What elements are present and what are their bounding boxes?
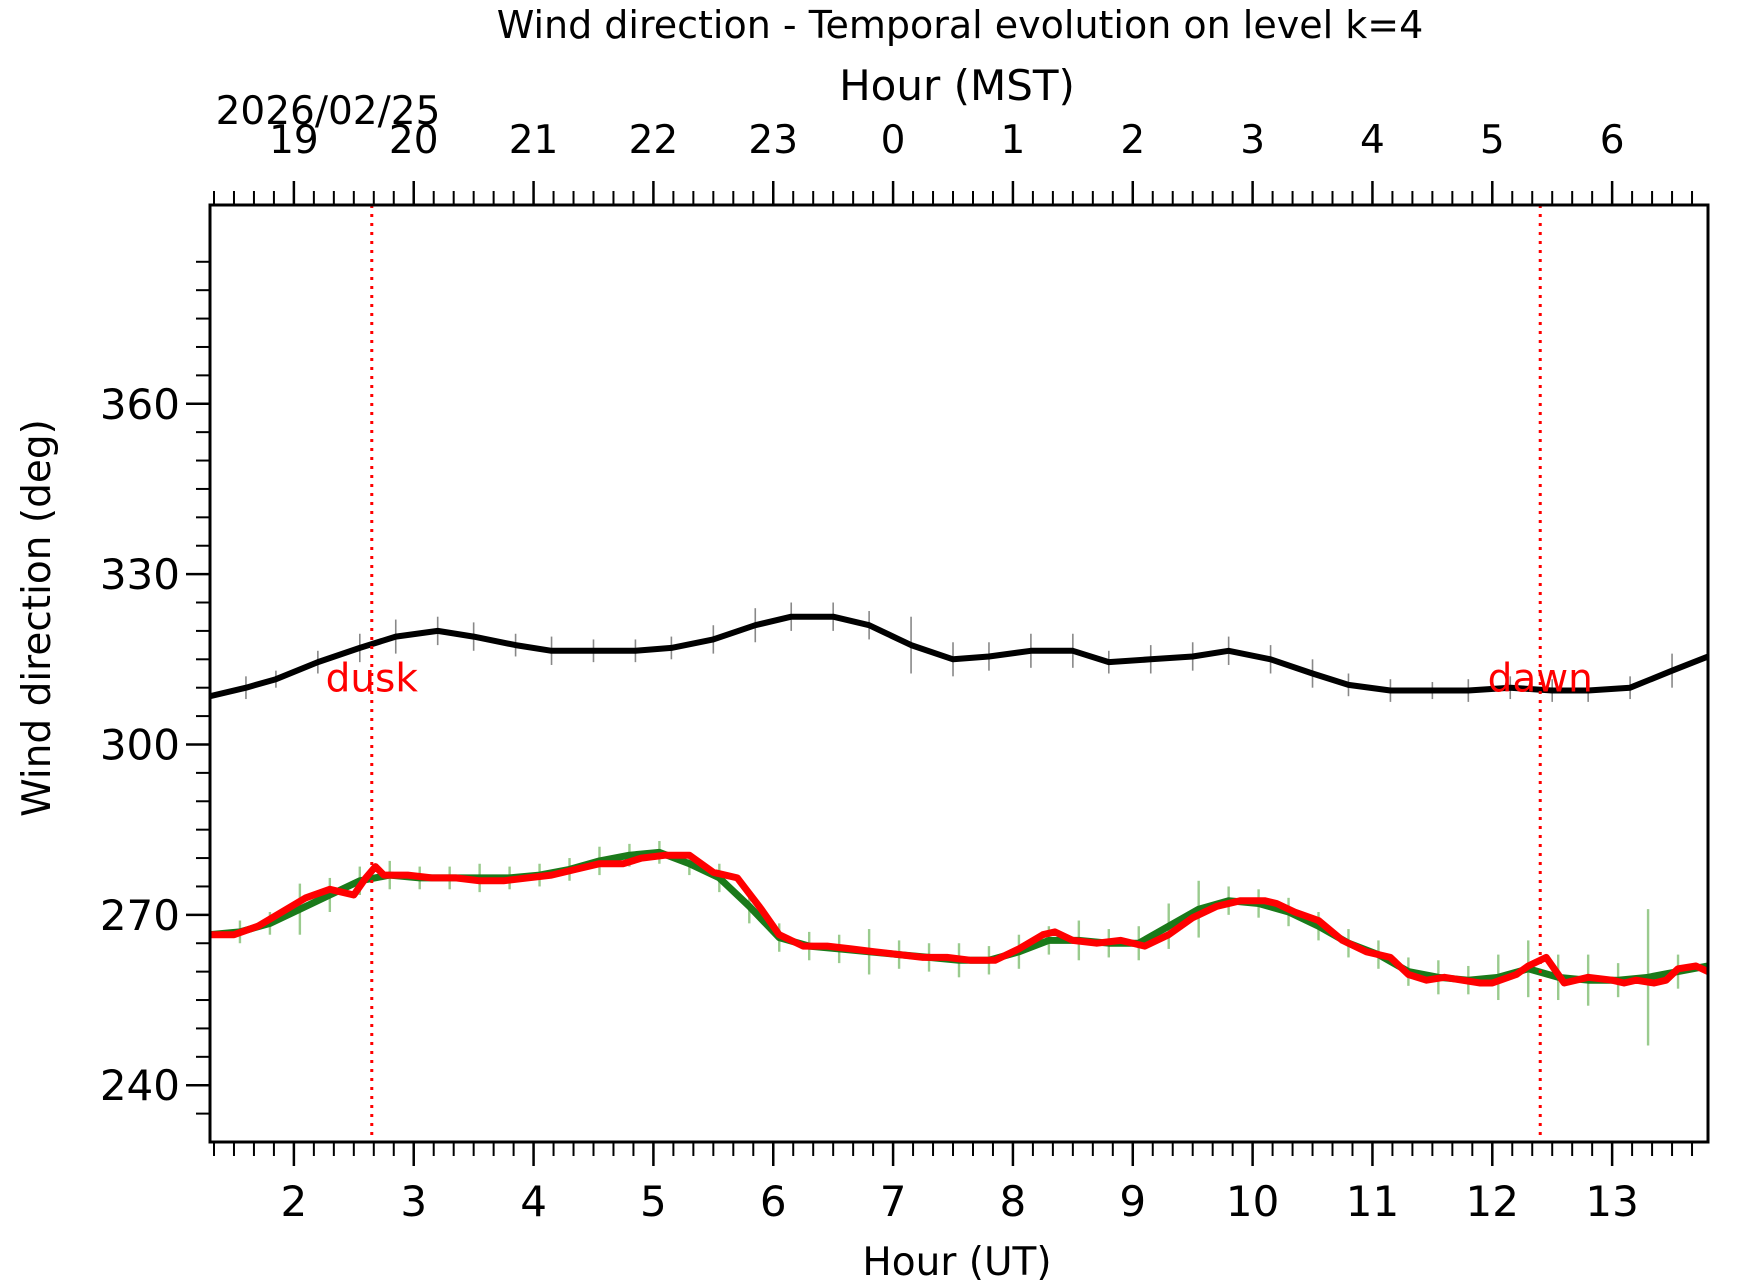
chart-title: Wind direction - Temporal evolution on l… xyxy=(497,3,1424,47)
top-tick-label: 4 xyxy=(1360,118,1385,163)
x-tick-label: 12 xyxy=(1466,1177,1519,1226)
annotation-dawn: dawn xyxy=(1488,656,1593,701)
y-tick-label: 360 xyxy=(100,380,180,429)
x-tick-label: 10 xyxy=(1226,1177,1279,1226)
date-label: 2026/02/25 xyxy=(216,89,441,134)
series-line-3 xyxy=(210,851,1708,987)
y-tick-label: 240 xyxy=(100,1061,180,1110)
top-tick-label: 22 xyxy=(629,118,679,163)
plot-area: 2193204215226237081921031141251362402703… xyxy=(100,118,1708,1226)
top-tick-label: 5 xyxy=(1480,118,1505,163)
top-tick-label: 3 xyxy=(1240,118,1265,163)
x-tick-label: 4 xyxy=(520,1177,547,1226)
top-tick-label: 6 xyxy=(1600,118,1625,163)
x-tick-label: 9 xyxy=(1119,1177,1146,1226)
x-tick-label: 11 xyxy=(1346,1177,1399,1226)
annotation-dusk: dusk xyxy=(326,656,419,701)
top-axis-label: Hour (MST) xyxy=(839,61,1075,110)
top-tick-label: 1 xyxy=(1001,118,1026,163)
x-tick-label: 6 xyxy=(760,1177,787,1226)
top-tick-label: 23 xyxy=(748,118,798,163)
top-tick-label: 21 xyxy=(509,118,559,163)
x-tick-label: 3 xyxy=(400,1177,427,1226)
x-axis-label: Hour (UT) xyxy=(862,1240,1051,1282)
series-line-1 xyxy=(210,613,1708,700)
top-tick-label: 19 xyxy=(269,118,319,163)
x-tick-label: 8 xyxy=(1000,1177,1027,1226)
y-tick-label: 300 xyxy=(100,720,180,769)
top-tick-label: 2 xyxy=(1120,118,1145,163)
data-group xyxy=(210,602,1708,1046)
x-tick-label: 13 xyxy=(1585,1177,1638,1226)
y-tick-label: 270 xyxy=(100,891,180,940)
y-axis-label: Wind direction (deg) xyxy=(15,419,60,817)
top-tick-label: 20 xyxy=(389,118,439,163)
x-tick-label: 7 xyxy=(880,1177,907,1226)
plot-frame xyxy=(208,203,1710,1144)
x-tick-label: 5 xyxy=(640,1177,667,1226)
top-tick-label: 0 xyxy=(881,118,906,163)
y-tick-label: 330 xyxy=(100,550,180,599)
x-tick-label: 2 xyxy=(281,1177,308,1226)
